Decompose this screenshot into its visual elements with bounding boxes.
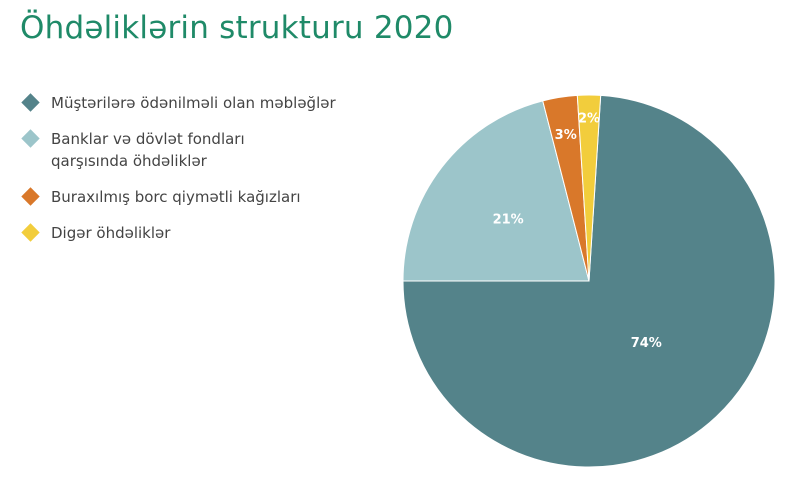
slice-label: 2% xyxy=(578,111,600,126)
legend-label: Buraxılmış borc qiymətli kağızları xyxy=(51,188,301,206)
legend-item: Digər öhdəliklər xyxy=(20,222,360,244)
slice-label: 21% xyxy=(493,212,524,227)
legend: Müştərilərə ödənilməli olan məbləğlər Ba… xyxy=(20,92,360,258)
legend-label: Müştərilərə ödənilməli olan məbləğlər xyxy=(51,94,336,112)
pie-slice xyxy=(402,100,590,282)
slice-label: 3% xyxy=(555,128,577,143)
legend-item: Banklar və dövlət fondları qarşısında öh… xyxy=(20,128,360,172)
legend-item: Buraxılmış borc qiymətli kağızları xyxy=(20,186,360,208)
legend-item: Müştərilərə ödənilməli olan məbləğlər xyxy=(20,92,360,114)
slice-label: 74% xyxy=(631,336,662,351)
legend-label: Digər öhdəliklər xyxy=(51,224,171,242)
chart-title: Öhdəliklərin strukturu 2020 xyxy=(20,10,454,46)
legend-label: Banklar və dövlət fondları qarşısında öh… xyxy=(51,130,245,170)
pie-slice xyxy=(576,94,602,282)
